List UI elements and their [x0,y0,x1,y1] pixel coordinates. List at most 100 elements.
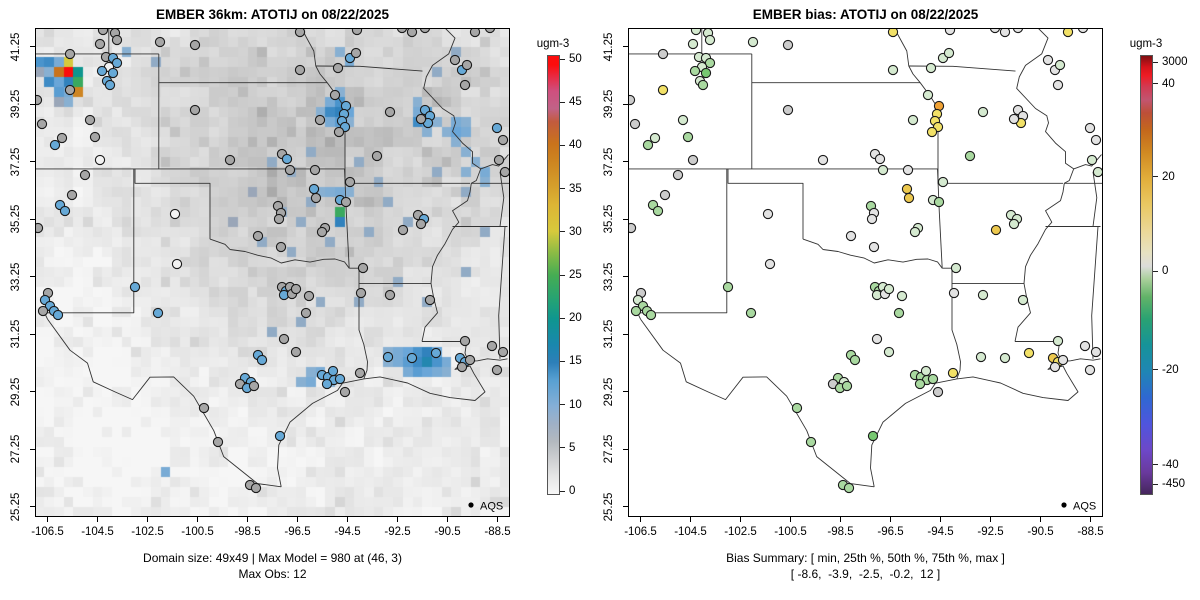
station-marker [791,402,803,414]
station-marker [687,154,699,166]
x-axis-tick-label: -90.5 [1027,526,1054,538]
aqs-dot-icon [468,502,474,508]
station-marker [948,287,960,299]
bias-map-title: EMBER bias: ATOTIJ on 08/22/2025 [752,7,979,22]
station-marker [340,196,352,208]
y-axis-tickmark [623,333,628,335]
station-marker [94,38,106,50]
y-axis-tickmark [623,276,628,278]
model-colorbar [547,55,560,495]
state-border-line [1091,226,1099,359]
station-marker [1008,113,1020,125]
x-axis-tickmark [740,517,741,522]
station-marker [657,84,669,96]
station-marker [52,309,64,321]
y-axis-tick-label: 29.25 [10,377,22,407]
state-border-line [300,28,328,83]
station-marker [332,62,344,74]
colorbar-tickmark [560,144,565,146]
station-marker [350,47,362,59]
y-axis-tick-label: 33.25 [10,262,22,292]
x-axis-tickmark [47,517,48,522]
x-axis-tick-label: -94.5 [927,526,954,538]
station-marker [845,230,857,242]
colorbar-tick-label: 25 [569,269,582,281]
x-axis-tick-label: -106.5 [31,526,64,538]
station-marker [308,183,320,195]
bias-caption-line1: Bias Summary: [ min, 25th %, 50th %, 75t… [726,551,1005,565]
state-border-line [1014,28,1075,342]
station-marker [907,114,919,126]
station-marker [79,169,91,181]
x-axis-tick-label: -94.5 [334,526,361,538]
y-axis-tickmark [623,448,628,450]
colorbar-tickmark [1153,464,1158,466]
colorbar-tickmark [560,360,565,362]
station-marker [497,346,509,358]
station-marker [903,192,915,204]
colorbar-tickmark [560,490,565,492]
station-marker [459,335,471,347]
colorbar-tick-label: -450 [1162,478,1186,491]
station-marker [762,208,774,220]
station-marker [66,189,78,201]
station-marker [672,169,684,181]
station-marker [866,213,878,225]
station-marker [887,28,899,38]
bias-map: AQS [628,28,1103,517]
station-marker [384,106,396,118]
x-axis-tick-label: -104.5 [674,526,707,538]
station-marker [294,64,306,76]
model-colorbar-units-label: ugm-3 [536,38,570,50]
x-axis-tick-label: -92.5 [977,526,1004,538]
y-axis-tickmark [623,161,628,163]
station-marker [36,118,48,130]
station-marker [339,386,351,398]
station-marker [782,104,794,116]
x-axis-tickmark [640,517,641,522]
station-marker [107,67,119,79]
station-marker [397,224,409,236]
colorbar-tickmark [1153,61,1158,63]
y-axis-tick-label: 31.25 [10,319,22,349]
station-marker [459,79,471,91]
colorbar-tickmark [560,404,565,406]
y-axis-tickmark [30,276,35,278]
colorbar-tick-label: 40 [569,139,582,152]
state-border-line [47,318,282,488]
y-axis-tick-label: 41.25 [603,32,615,62]
colorbar-tick-label: 5 [569,441,576,454]
station-marker [943,47,955,59]
colorbar-tick-label: 0 [1162,265,1169,278]
station-marker [316,226,328,238]
station-marker [817,154,829,166]
station-marker [901,183,913,195]
y-axis-tickmark [30,506,35,508]
x-axis-tick-label: -92.5 [384,526,411,538]
station-marker [1077,28,1089,34]
station-marker [111,57,123,69]
station-marker [357,262,369,274]
station-marker [874,153,886,165]
x-axis-tickmark [1040,517,1041,522]
station-marker [1008,218,1020,230]
station-marker [321,378,333,390]
y-axis-tickmark [30,448,35,450]
station-marker [920,365,932,377]
x-axis-tickmark [690,517,691,522]
state-border-line [421,28,482,342]
x-axis-tickmark [1090,517,1091,522]
station-marker [129,281,141,293]
station-marker [782,39,794,51]
station-marker [677,114,689,126]
state-border-line [727,168,804,240]
colorbar-tick-label: 35 [569,182,582,195]
x-axis-tickmark [97,517,98,522]
y-axis-tickmark [30,161,35,163]
station-marker [461,59,473,71]
station-marker [868,241,880,253]
station-marker [35,94,43,106]
station-marker [1052,79,1064,91]
y-axis-tickmark [623,103,628,105]
